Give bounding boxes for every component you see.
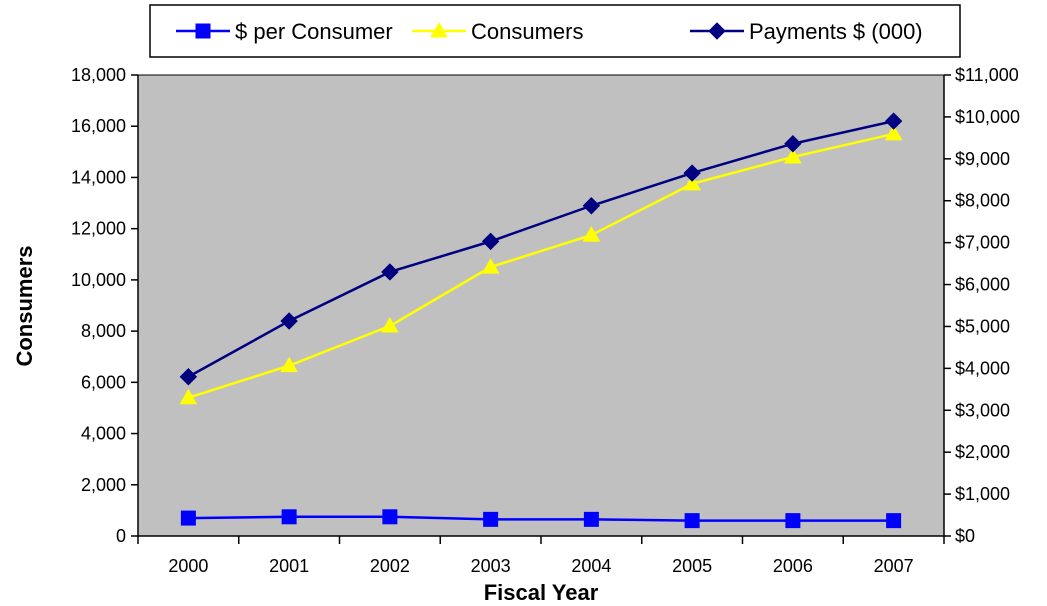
legend-marker	[430, 21, 448, 38]
series-line-2	[187, 119, 894, 378]
series-1-point	[884, 124, 903, 141]
series-2-point	[784, 135, 802, 153]
y2-tick-label: $2,000	[955, 442, 1010, 462]
y-tick-label: 8,000	[81, 321, 126, 341]
series-line-1	[187, 132, 894, 399]
series-1-point	[784, 147, 802, 164]
y2-tick-label: $5,000	[955, 316, 1010, 336]
y-tick-label: 2,000	[81, 475, 126, 495]
series-2-point	[683, 164, 701, 182]
legend-marker	[708, 22, 726, 40]
series-line-0	[188, 515, 894, 522]
legend-label: $ per Consumer	[235, 19, 393, 44]
x-tick-label: 2000	[168, 556, 208, 576]
legend-label: Payments $ (000)	[749, 19, 923, 44]
series-2-point	[381, 263, 399, 281]
x-tick-label: 2007	[874, 556, 914, 576]
series-1-point	[179, 388, 198, 405]
plot-area	[137, 74, 945, 537]
y2-tick-label: $4,000	[955, 358, 1010, 378]
series-2-point	[582, 197, 601, 215]
series-0-point	[583, 511, 599, 527]
series-1-point	[381, 316, 399, 333]
series-1-point	[481, 258, 500, 274]
legend: $ per Consumer Consumers Payments $ (000)	[149, 4, 961, 58]
series-0-point	[483, 511, 499, 527]
x-tick-label: 2005	[672, 556, 712, 576]
y-tick-label: 16,000	[71, 116, 126, 136]
y-tick-label: 18,000	[71, 65, 126, 85]
y-tick-label: 10,000	[71, 270, 126, 290]
y2-tick-label: $11,000	[955, 65, 1019, 85]
legend-box	[149, 4, 961, 58]
y2-tick-label: $0	[955, 526, 975, 546]
x-tick-label: 2006	[773, 556, 813, 576]
y2-tick-label: $10,000	[955, 107, 1020, 127]
legend-marker	[195, 23, 211, 39]
series-2-point	[280, 312, 298, 330]
y2-tick-label: $1,000	[955, 484, 1010, 504]
x-tick-label: 2002	[370, 556, 410, 576]
y2-tick-label: $3,000	[955, 400, 1010, 420]
series-0-point	[382, 509, 398, 525]
y2-tick-label: $7,000	[955, 233, 1010, 253]
series-0-point	[886, 513, 902, 529]
y2-tick-label: $8,000	[955, 191, 1010, 211]
y-tick-label: 14,000	[71, 167, 126, 187]
series-1-point	[280, 356, 298, 373]
x-tick-label: 2001	[269, 556, 309, 576]
y2-tick-label: $9,000	[955, 149, 1010, 169]
series-0-point	[180, 510, 196, 526]
series-1-point	[683, 174, 701, 191]
series-0-point	[785, 513, 801, 529]
y-tick-label: 12,000	[71, 219, 126, 239]
y-tick-label: 0	[116, 526, 126, 546]
y-axis-title: Consumers	[12, 245, 37, 366]
series-2-point	[179, 368, 198, 386]
x-tick-label: 2004	[571, 556, 611, 576]
series-0-point	[281, 509, 297, 525]
y-tick-label: 4,000	[81, 424, 126, 444]
series-2-point	[481, 232, 500, 251]
y-tick-label: 6,000	[81, 372, 126, 392]
series-0-point	[684, 513, 700, 529]
series-2-point	[884, 112, 903, 130]
x-axis-title: Fiscal Year	[484, 580, 599, 605]
x-tick-label: 2003	[471, 556, 511, 576]
series-1-point	[582, 226, 601, 242]
legend-label: Consumers	[471, 19, 583, 44]
y2-tick-label: $6,000	[955, 275, 1010, 295]
